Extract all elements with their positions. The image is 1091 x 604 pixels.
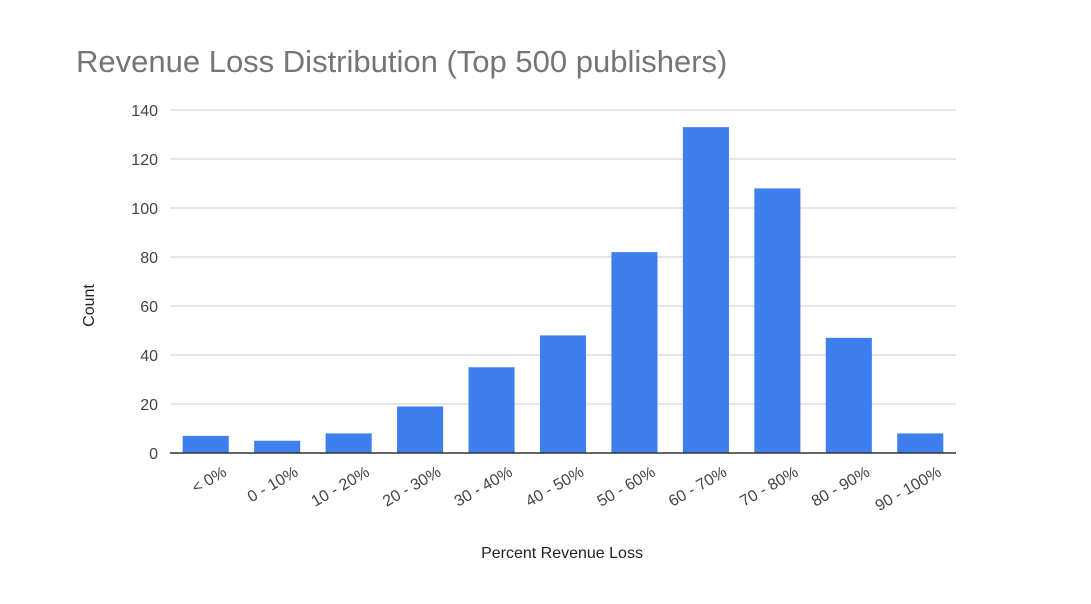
y-tick-label: 40 (140, 348, 158, 365)
x-tick-label: 40 - 50% (523, 464, 587, 511)
x-tick-label: 70 - 80% (737, 464, 801, 511)
x-axis-ticks: < 0% 0 - 10% 10 - 20% 20 - 30% 30 - 40% 40 - … (189, 464, 944, 515)
x-tick-label: 30 - 40% (452, 464, 516, 511)
x-tick-label: 50 - 60% (594, 464, 658, 511)
x-tick-label: 0 - 10% (245, 464, 301, 506)
x-tick-label: 80 - 90% (809, 464, 873, 511)
x-tick-label: 60 - 70% (666, 464, 730, 511)
bar (254, 440, 301, 453)
x-axis-label: Percent Revenue Loss (481, 545, 643, 562)
bar (397, 406, 444, 453)
y-tick-label: 0 (149, 446, 158, 463)
bar (897, 433, 944, 453)
bar (754, 188, 801, 453)
y-axis-ticks: 0 20 40 60 80 100 120 140 (131, 103, 158, 463)
bar (468, 367, 515, 453)
y-axis-label: Count (81, 284, 98, 327)
y-tick-label: 120 (131, 152, 158, 169)
bar (325, 433, 372, 453)
y-tick-label: 100 (131, 201, 158, 218)
y-tick-label: 140 (131, 103, 158, 120)
gridlines (170, 109, 956, 405)
y-tick-label: 60 (140, 299, 158, 316)
x-tick-label: 10 - 20% (309, 464, 373, 511)
bars (182, 127, 944, 454)
x-tick-label: < 0% (189, 464, 229, 497)
bar (182, 435, 229, 453)
y-tick-label: 80 (140, 250, 158, 267)
bar (825, 337, 872, 453)
bar (611, 252, 658, 453)
x-tick-label: 90 - 100% (873, 464, 945, 515)
x-tick-label: 20 - 30% (380, 464, 444, 511)
chart-title: Revenue Loss Distribution (Top 500 publi… (76, 44, 727, 79)
bar (539, 335, 587, 453)
bar (682, 127, 729, 454)
y-tick-label: 20 (140, 397, 158, 414)
